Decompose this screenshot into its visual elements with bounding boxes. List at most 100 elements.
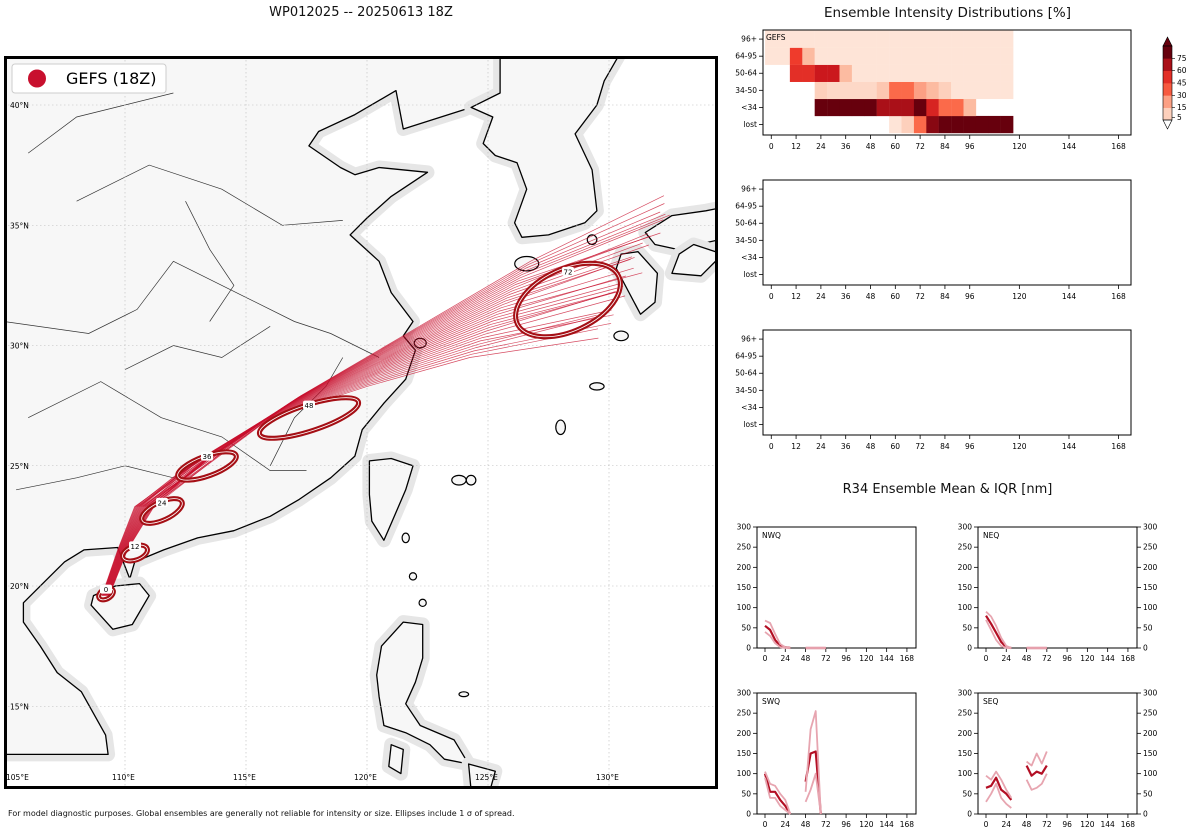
x-tick-label: 60 — [891, 442, 901, 451]
x-tick-label: 72 — [821, 654, 831, 663]
y-tick-label: 0 — [967, 644, 972, 653]
x-tick-label: 0 — [763, 654, 768, 663]
heat-cell — [876, 47, 890, 65]
r34-panel: 0 24 48 72 96 120 144 168 0 0 50 50 100 100 150 150 200 2… — [958, 689, 1158, 830]
heat-cell — [963, 30, 977, 48]
colorbar-tick-label: 60 — [1177, 66, 1187, 75]
shikoku — [671, 243, 718, 277]
heat-cell — [789, 47, 803, 65]
heat-cell — [789, 64, 803, 82]
heat-cell — [951, 64, 964, 82]
y-tick-label: 0 — [746, 810, 751, 819]
heat-cell — [926, 30, 939, 48]
y-tick-label: 64-95 — [735, 52, 757, 61]
island-10 — [418, 598, 427, 608]
heat-cell — [901, 115, 915, 134]
r34-panel: 0 24 48 72 96 120 144 168 0 0 50 50 100 100 150 150 200 2… — [958, 523, 1158, 664]
y-tick-label-right: 150 — [1143, 749, 1158, 758]
diagnostics-panels: lost <34 34-50 50-64 64-95 96+ 0 12 24 36 48 60 72 84… — [735, 29, 1187, 830]
y-tick-label: 50 — [741, 623, 751, 632]
heat-cell — [876, 30, 890, 48]
y-tick-label: 64-95 — [735, 202, 757, 211]
colorbar-segment — [1163, 70, 1172, 84]
y-tick-label-right: 250 — [1143, 709, 1158, 718]
heat-cell — [851, 98, 865, 117]
island-5 — [589, 382, 605, 391]
x-tick-label: 96 — [841, 654, 851, 663]
y-tick-label: 50 — [962, 789, 972, 798]
legend-marker — [28, 69, 46, 88]
y-tick-label: 0 — [967, 810, 972, 819]
heat-cell — [827, 81, 840, 100]
heat-cell — [938, 47, 952, 65]
heat-cell — [851, 81, 865, 100]
heat-cell — [926, 81, 939, 100]
heat-cell — [951, 30, 964, 48]
lon-label: 125°E — [475, 773, 498, 782]
ensemble-title: Ensemble Intensity Distributions [%] — [824, 5, 1071, 21]
lat-label: 35°N — [10, 221, 29, 230]
colorbar-tick-label: 15 — [1177, 103, 1187, 112]
heat-cell — [913, 81, 927, 100]
x-tick-label: 168 — [1121, 654, 1136, 663]
lon-label: 130°E — [596, 773, 619, 782]
heat-cell — [851, 64, 865, 82]
r34-q3-line — [985, 751, 1048, 799]
y-tick-label: 34-50 — [735, 386, 757, 395]
x-tick-label: 144 — [1062, 442, 1077, 451]
y-tick-label: 200 — [737, 729, 752, 738]
y-tick-label: 200 — [958, 729, 973, 738]
y-tick-label-right: 50 — [1143, 623, 1153, 632]
heat-cell — [827, 47, 840, 65]
heat-cell — [913, 47, 927, 65]
lat-label: 25°N — [10, 462, 29, 471]
legend: GEFS (18Z) — [11, 63, 167, 94]
y-tick-label: 250 — [958, 709, 973, 718]
heat-cell — [975, 115, 989, 134]
x-tick-label: 48 — [801, 654, 811, 663]
x-tick-label: 96 — [1062, 820, 1072, 829]
y-tick-label: 50-64 — [735, 369, 757, 378]
y-tick-label: 300 — [958, 523, 973, 532]
heat-cell — [839, 30, 853, 48]
heat-cell — [938, 115, 952, 134]
r34-q3-line — [985, 611, 1047, 649]
y-tick-label: 96+ — [741, 335, 757, 344]
x-tick-label: 36 — [841, 292, 851, 301]
y-tick-label: 50 — [962, 623, 972, 632]
lat-label: 40°N — [10, 101, 29, 110]
y-tick-label: 150 — [958, 583, 973, 592]
lon-label: 110°E — [112, 773, 135, 782]
y-tick-label: <34 — [741, 403, 757, 412]
heat-cell — [839, 81, 853, 100]
lat-label: 15°N — [10, 702, 29, 711]
y-tick-label: 34-50 — [735, 236, 757, 245]
lat-label: 20°N — [10, 582, 29, 591]
heat-cell — [988, 81, 1001, 100]
heat-cell — [789, 30, 803, 48]
heat-cell — [975, 47, 989, 65]
y-tick-label-right: 100 — [1143, 603, 1158, 612]
heat-cell — [951, 115, 964, 134]
heat-cell — [963, 98, 977, 117]
heat-cell — [802, 64, 815, 82]
x-tick-label: 24 — [781, 820, 791, 829]
panel-name: GEFS — [766, 33, 786, 42]
heat-cell — [889, 98, 902, 117]
y-tick-label: 150 — [737, 583, 752, 592]
x-tick-label: 60 — [891, 292, 901, 301]
island-2 — [451, 474, 467, 486]
ellipse-label: 48 — [305, 402, 314, 410]
quadrant-name: NEQ — [983, 531, 999, 540]
y-tick-label: 150 — [958, 749, 973, 758]
ellipse-label-bg — [303, 400, 315, 410]
x-tick-label: 12 — [791, 442, 801, 451]
footer-note: For model diagnostic purposes. Global en… — [8, 809, 515, 818]
heat-cell — [839, 64, 853, 82]
x-tick-label: 0 — [769, 292, 774, 301]
x-tick-label: 0 — [984, 820, 989, 829]
x-tick-label: 120 — [1012, 292, 1027, 301]
y-tick-label: 34-50 — [735, 86, 757, 95]
heat-cell — [876, 64, 890, 82]
lon-label: 105°E — [6, 773, 29, 782]
